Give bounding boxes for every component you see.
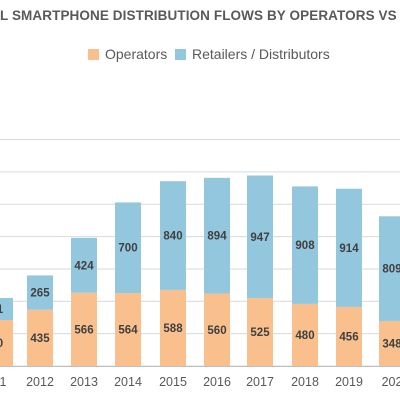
bar-operators bbox=[292, 303, 318, 366]
data-label-retailers: 424 bbox=[74, 260, 94, 272]
bar-operators bbox=[204, 293, 230, 366]
bar-retailers bbox=[292, 186, 318, 304]
data-label-retailers: 265 bbox=[30, 288, 50, 300]
data-label-retailers: 947 bbox=[250, 232, 269, 244]
data-label-operators: 525 bbox=[250, 327, 270, 339]
bar-retailers bbox=[247, 175, 273, 299]
data-label-retailers: 840 bbox=[163, 231, 182, 243]
legend-item-retailers: Retailers / Distributors bbox=[175, 46, 330, 62]
legend-label-retailers: Retailers / Distributors bbox=[192, 46, 330, 62]
x-tick-label: 202 bbox=[382, 375, 400, 389]
bar-retailers bbox=[71, 237, 97, 293]
bar-operators bbox=[336, 306, 362, 366]
x-tick-label: 2019 bbox=[335, 375, 363, 389]
bar-operators bbox=[379, 320, 400, 366]
bar-operators bbox=[71, 292, 97, 366]
chart-title: L SMARTPHONE DISTRIBUTION FLOWS BY OPERA… bbox=[0, 8, 397, 23]
x-tick-label: 2018 bbox=[291, 375, 319, 389]
x-tick-label: 2014 bbox=[114, 375, 142, 389]
x-tick-label: 2015 bbox=[159, 375, 187, 389]
bar-retailers bbox=[0, 298, 13, 320]
data-label-operators: 348 bbox=[382, 338, 400, 350]
data-label-retailers: 700 bbox=[118, 243, 137, 255]
data-label-operators: 564 bbox=[118, 325, 138, 337]
bar-retailers bbox=[160, 181, 186, 290]
bar-operators bbox=[27, 309, 53, 366]
data-label-retailers: 1 bbox=[0, 304, 4, 316]
data-label-operators: 480 bbox=[295, 330, 314, 342]
legend-label-operators: Operators bbox=[105, 46, 168, 62]
data-label-operators: 588 bbox=[163, 323, 183, 335]
data-label-retailers: 914 bbox=[339, 243, 359, 255]
legend-swatch-operators bbox=[88, 48, 99, 60]
legend-swatch-retailers bbox=[175, 48, 186, 60]
data-label-retailers: 894 bbox=[207, 231, 227, 243]
data-label-operators: 560 bbox=[207, 325, 226, 337]
x-tick-label: 2012 bbox=[26, 375, 54, 389]
bar-retailers bbox=[379, 216, 400, 321]
data-label-operators: 435 bbox=[30, 333, 50, 345]
legend-item-operators: Operators bbox=[88, 46, 167, 62]
data-label-retailers: 809 bbox=[382, 264, 400, 276]
bar-operators bbox=[0, 320, 13, 366]
x-tick-label: 2016 bbox=[203, 375, 231, 389]
bar-retailers bbox=[115, 202, 141, 294]
data-label-operators: 566 bbox=[74, 324, 93, 336]
bar-retailers bbox=[27, 275, 53, 310]
x-tick-label: 11 bbox=[0, 375, 7, 389]
bar-operators bbox=[160, 289, 186, 366]
bar-retailers bbox=[204, 177, 230, 294]
data-label-retailers: 908 bbox=[295, 240, 315, 252]
bar-operators bbox=[247, 298, 273, 366]
legend: Operators Retailers / Distributors bbox=[0, 46, 400, 66]
x-tick-label: 2013 bbox=[70, 375, 98, 389]
data-label-operators: 0 bbox=[0, 338, 3, 350]
x-tick-label: 2017 bbox=[246, 375, 274, 389]
data-label-operators: 456 bbox=[339, 331, 358, 343]
bar-operators bbox=[115, 293, 141, 366]
bar-retailers bbox=[336, 188, 362, 307]
